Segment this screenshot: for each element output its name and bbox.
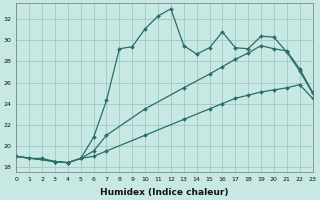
X-axis label: Humidex (Indice chaleur): Humidex (Indice chaleur) — [100, 188, 229, 197]
